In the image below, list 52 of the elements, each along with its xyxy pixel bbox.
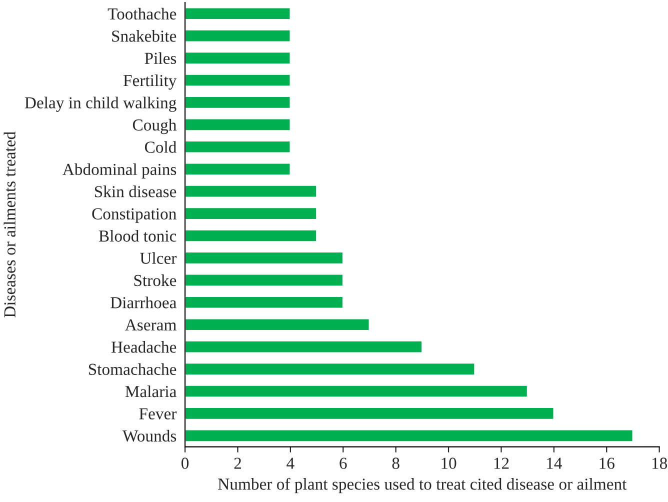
y-tick-label: Wounds [122,430,176,442]
bar [185,162,292,176]
bar [185,96,292,110]
bar [185,251,344,265]
y-tick-label: Fever [139,408,177,420]
bar [185,6,292,20]
x-tick-label: 12 [494,458,509,469]
x-tick-label: 8 [392,458,400,469]
y-tick-label: Piles [144,52,176,64]
y-tick-label: Constipation [92,208,176,223]
y-tick-label: Fertility [123,74,177,90]
y-tick-label: Aseram [125,319,176,331]
y-tick-label: Cough [132,118,176,134]
x-tick-label: 4 [286,458,294,469]
x-tick-label: 10 [442,458,456,469]
y-tick-label: Stroke [134,274,176,286]
bar [185,384,528,398]
y-tick-label: Delay in child walking [24,96,176,112]
x-tick-label: 6 [340,458,347,469]
bar [185,362,476,376]
y-tick-label: Malaria [125,385,176,398]
bar [185,318,370,332]
y-tick-label: Blood tonic [98,230,176,242]
bar [185,273,344,287]
y-tick-label: Toothache [108,8,176,20]
bar [185,140,292,154]
x-tick-label: 2 [234,458,241,469]
x-tick-label: 18 [652,458,668,469]
y-tick-label: Headache [111,341,176,353]
bar [185,51,292,65]
bar [185,428,634,442]
bar [185,184,318,198]
y-tick-label: Stomachache [88,363,176,375]
bar [185,228,318,243]
bar [185,118,292,132]
x-tick-label: 0 [182,458,189,469]
bar [185,340,423,354]
x-tick-label: 16 [600,458,614,469]
y-tick-label: Diarrhoea [110,296,176,308]
y-tick-label: Ulcer [140,252,177,264]
y-tick-label: Skin disease [94,186,176,198]
x-tick-label: 14 [547,458,562,469]
bar [185,406,555,420]
y-axis-title: Diseases or ailments treated [4,132,16,318]
bar [185,29,292,43]
y-tick-label: Cold [144,141,176,153]
bar [185,206,318,220]
bar [185,73,292,88]
bar [185,296,344,310]
x-axis-title: Number of plant species used to treat cited disease or ailment [218,478,627,494]
y-tick-label: Abdominal pains [62,163,176,178]
y-tick-label: Snakebite [112,30,176,42]
